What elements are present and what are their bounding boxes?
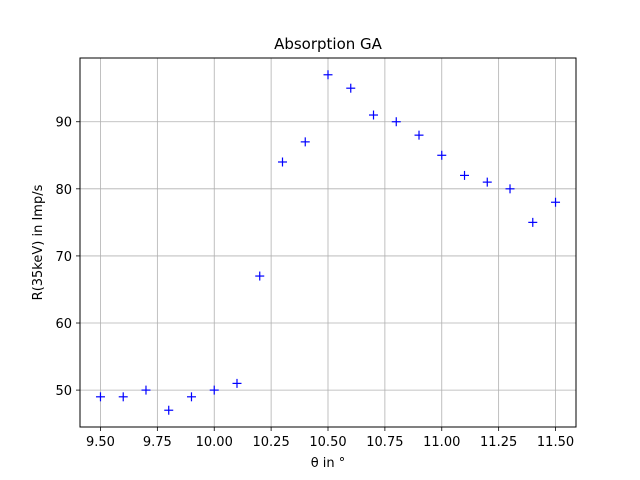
data-point bbox=[323, 70, 333, 80]
data-point bbox=[551, 197, 561, 207]
x-tick-label: 11.50 bbox=[537, 435, 574, 450]
data-point bbox=[482, 177, 492, 187]
data-point bbox=[232, 378, 242, 388]
data-point bbox=[209, 385, 219, 395]
x-tick-label: 11.25 bbox=[480, 435, 517, 450]
chart-title: Absorption GA bbox=[274, 35, 383, 53]
x-tick-label: 11.00 bbox=[423, 435, 460, 450]
x-tick-label: 10.75 bbox=[366, 435, 403, 450]
y-tick-label: 50 bbox=[55, 384, 72, 399]
data-point bbox=[164, 405, 174, 415]
x-axis-label: θ in ° bbox=[311, 456, 346, 471]
x-tick-label: 9.50 bbox=[86, 435, 115, 450]
data-point bbox=[186, 392, 196, 402]
tick-labels: 9.50 9.75 10.00 10.25 10.50 10.75 11.00 11.25 11… bbox=[55, 116, 574, 450]
data-point bbox=[255, 271, 265, 281]
plot-area-frame bbox=[79, 57, 577, 428]
data-point bbox=[505, 184, 515, 194]
grid-lines bbox=[80, 58, 576, 427]
x-tick-label: 10.25 bbox=[253, 435, 290, 450]
x-tick-label: 10.50 bbox=[309, 435, 346, 450]
data-point bbox=[528, 217, 538, 227]
y-tick-label: 60 bbox=[55, 317, 72, 332]
tick-marks bbox=[76, 121, 556, 431]
data-point bbox=[277, 157, 287, 167]
data-point bbox=[369, 110, 379, 120]
data-point bbox=[391, 117, 401, 127]
x-tick-label: 9.75 bbox=[143, 435, 172, 450]
data-point bbox=[346, 83, 356, 93]
y-tick-label: 80 bbox=[55, 183, 72, 198]
y-tick-label: 90 bbox=[55, 116, 72, 131]
data-point bbox=[95, 392, 105, 402]
y-axis-label: R(35keV) in Imp/s bbox=[31, 184, 46, 300]
data-point bbox=[414, 130, 424, 140]
x-tick-label: 10.00 bbox=[196, 435, 233, 450]
data-point bbox=[141, 385, 151, 395]
y-tick-label: 70 bbox=[55, 250, 72, 265]
data-point bbox=[118, 392, 128, 402]
data-points bbox=[95, 70, 561, 415]
data-point bbox=[437, 150, 447, 160]
data-point bbox=[300, 137, 310, 147]
data-point bbox=[460, 170, 470, 180]
